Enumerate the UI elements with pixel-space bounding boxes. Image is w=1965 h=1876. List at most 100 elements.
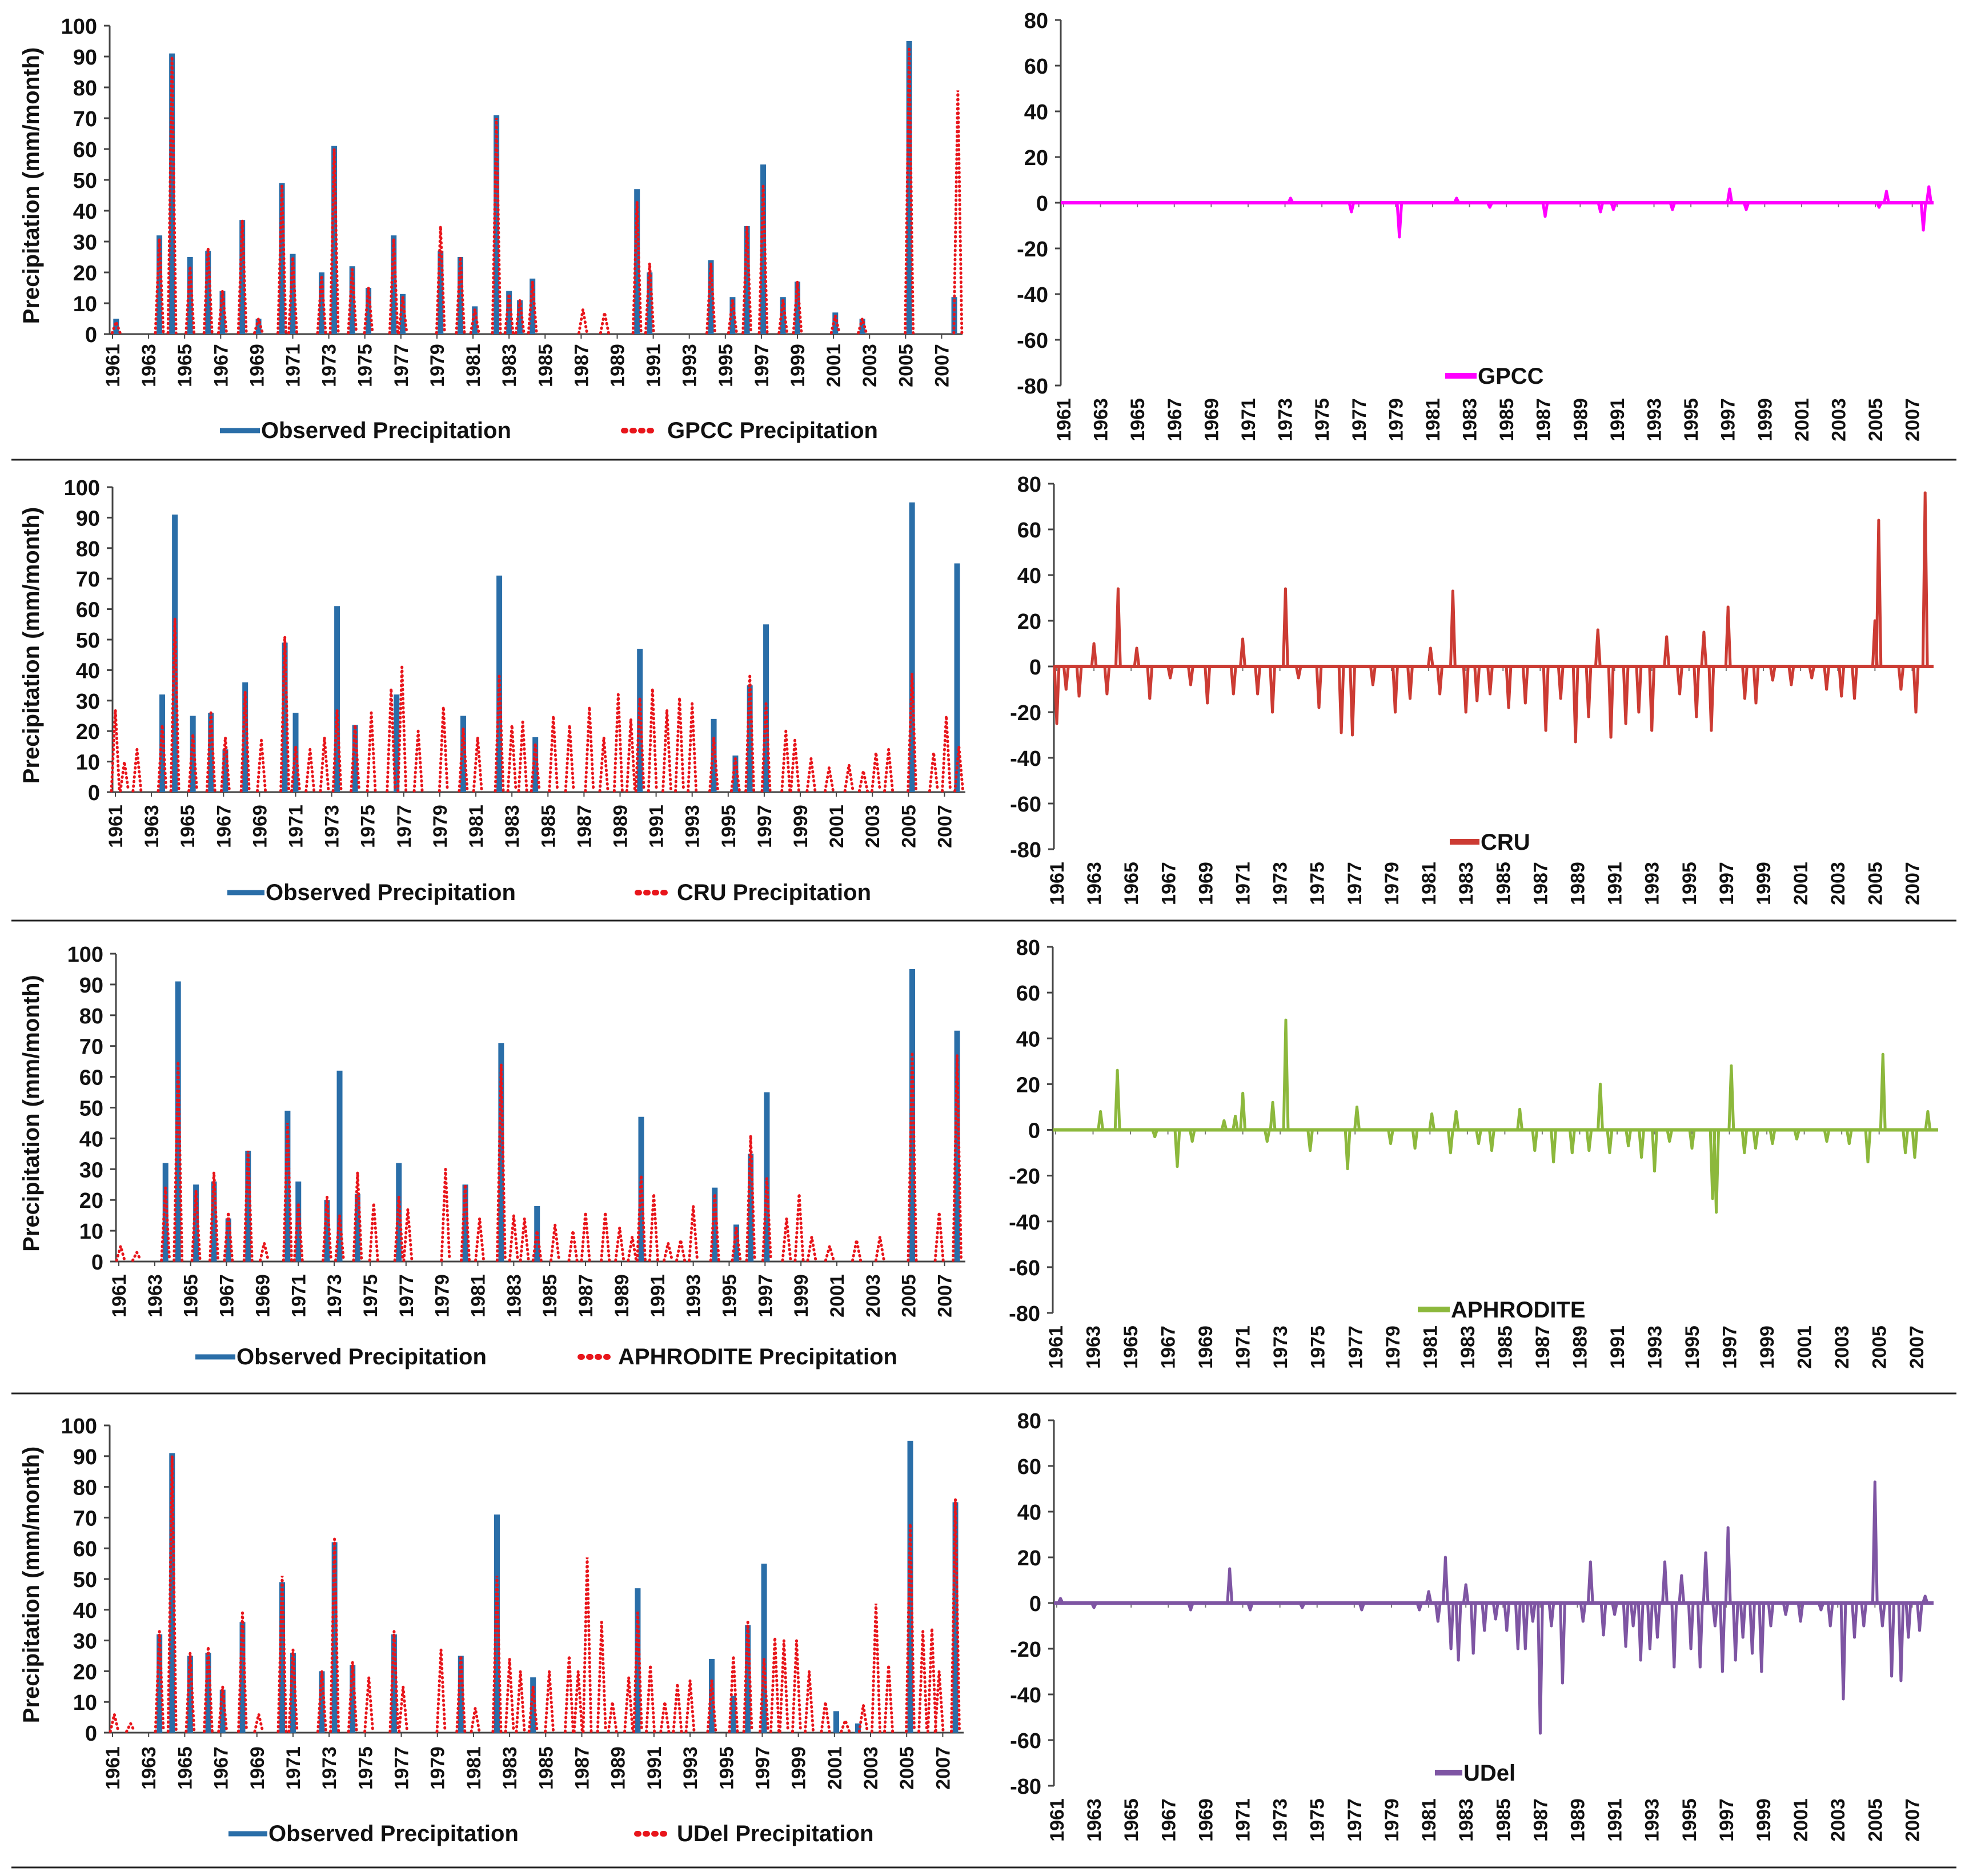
x-tick-label: 1965 (181, 1274, 202, 1317)
x-tick-label: 1979 (430, 805, 451, 848)
x-tick-label: 1969 (1195, 1798, 1217, 1842)
dataset-spike (472, 737, 483, 793)
dataset-spike (804, 1671, 815, 1733)
dataset-spike (363, 1677, 375, 1733)
y-tick-label: 40 (1016, 1027, 1040, 1051)
x-tick-label: 1975 (1307, 1798, 1329, 1842)
x-tick-label: 1993 (679, 344, 701, 387)
dataset-spike (347, 269, 358, 335)
difference-point (1847, 1142, 1851, 1146)
x-tick-label: 1977 (1349, 398, 1370, 441)
x-tick-labels: 1961 1963 1965 1967 1969 1971 1973 1975 1977 1979… (102, 1746, 954, 1790)
dataset-spike (363, 287, 374, 335)
dataset-spike (883, 1665, 895, 1733)
series-dataset (109, 1456, 961, 1733)
dataset-spike (119, 761, 130, 793)
dataset-spike (905, 1524, 916, 1733)
x-tick-label: 1979 (1385, 398, 1407, 441)
dataset-spike (393, 1196, 404, 1262)
x-tick-label: 1975 (1308, 1325, 1329, 1369)
y-tick-label: 60 (76, 598, 100, 622)
dataset-spike (531, 1230, 543, 1262)
x-tick-label: 1997 (755, 1274, 776, 1317)
x-tick-label: 2001 (1794, 1325, 1816, 1369)
dataset-spike (396, 666, 408, 793)
difference-point (1730, 1064, 1733, 1067)
x-tick-label: 1967 (1158, 862, 1180, 905)
y-tick-label: -60 (1009, 1256, 1040, 1280)
x-tick-label: 1999 (788, 1746, 810, 1790)
x-tick-label: 1971 (1233, 1325, 1254, 1369)
difference-point (1301, 1606, 1304, 1609)
difference-point (1543, 215, 1547, 218)
dataset-spike (154, 1631, 165, 1733)
difference-point (1918, 1629, 1921, 1632)
y-tick-label: -20 (1010, 701, 1041, 725)
difference-point (1650, 729, 1654, 732)
y-tick-label: 20 (1016, 1073, 1040, 1097)
difference-point (1884, 190, 1888, 193)
x-tick-label: 1967 (211, 1746, 232, 1790)
difference-point (1784, 1613, 1787, 1616)
x-tick-label: 1971 (1238, 398, 1260, 441)
dataset-spike (202, 1646, 214, 1733)
difference-point (1346, 1167, 1349, 1171)
difference-point (1206, 701, 1209, 705)
dataset-spike (933, 1671, 945, 1733)
difference-point (1624, 1645, 1627, 1648)
dataset-spike (329, 1539, 340, 1733)
difference-point (1881, 1053, 1884, 1056)
difference-point (1092, 642, 1096, 645)
dataset-spike (328, 148, 340, 335)
dataset-spike (647, 688, 658, 793)
difference-point (1077, 694, 1081, 698)
dataset-spike (515, 1671, 526, 1733)
dataset-spike (154, 238, 165, 335)
difference-point (1055, 722, 1058, 725)
difference-point (1877, 519, 1880, 522)
dataset-spike (709, 1194, 720, 1262)
x-tick-label: 2007 (932, 1746, 954, 1790)
difference-point (1927, 185, 1931, 188)
observed-bar (744, 226, 750, 334)
dataset-spike (851, 1239, 863, 1262)
x-tick-label: 1973 (1275, 398, 1297, 441)
y-axis: -80 -60 -40 -20 0 20 40 60 80 (1010, 1409, 1055, 1799)
difference-point (1284, 587, 1287, 590)
observed-bar (747, 685, 753, 792)
difference-point (1771, 678, 1774, 682)
y-tick-label: 60 (73, 138, 97, 162)
difference-point (1550, 1624, 1553, 1628)
observed-bar (219, 291, 226, 334)
x-tick-label: 2005 (895, 344, 917, 387)
y-tick-label: 20 (76, 720, 100, 744)
x-tick-label: 1967 (216, 1274, 238, 1317)
difference-point (1668, 1140, 1671, 1143)
difference-point (1702, 630, 1706, 634)
dataset-spike (599, 312, 610, 335)
x-tick-label: 2001 (1790, 862, 1812, 905)
difference-point (1350, 210, 1353, 214)
x-tick-label: 1991 (1605, 862, 1626, 905)
x-tick-label: 1973 (1270, 1325, 1292, 1369)
difference-point (1926, 1110, 1930, 1113)
x-tick-label: 1973 (319, 344, 340, 387)
difference-point (1340, 731, 1343, 734)
y-tick-label: 20 (79, 1189, 103, 1213)
x-tick-label: 1973 (319, 1746, 340, 1790)
y-tick-label: 60 (73, 1537, 97, 1561)
observed-bar (159, 694, 166, 792)
difference-point (1241, 1091, 1245, 1095)
dataset-spike (412, 731, 424, 793)
difference-point (1153, 1135, 1157, 1139)
difference-point (1907, 1636, 1910, 1639)
dataset-spike (644, 263, 655, 335)
difference-point (1430, 1112, 1434, 1115)
dataset-spike (256, 740, 267, 793)
x-tick-label: 1989 (609, 805, 631, 848)
y-tick-label: 30 (73, 231, 97, 255)
dataset-spike (741, 226, 753, 335)
y-tick-label: 20 (1017, 610, 1041, 634)
y-tick-label: 80 (76, 537, 100, 561)
observed-bar (295, 1181, 302, 1262)
